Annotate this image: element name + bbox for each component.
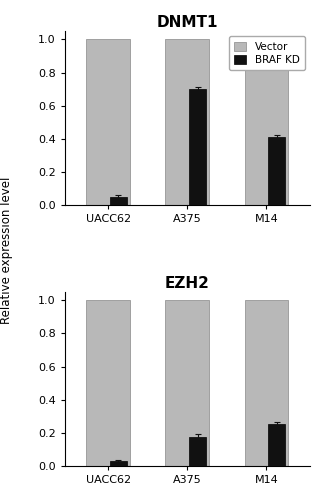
Bar — [189, 437, 206, 466]
Bar — [86, 40, 130, 205]
Legend: Vector, BRAF KD: Vector, BRAF KD — [229, 36, 305, 70]
Bar — [245, 300, 288, 466]
Bar — [110, 197, 127, 205]
Bar — [268, 137, 285, 205]
Bar — [86, 300, 130, 466]
Text: Relative expression level: Relative expression level — [0, 176, 13, 324]
Bar — [268, 424, 285, 466]
Title: DNMT1: DNMT1 — [157, 15, 218, 30]
Bar — [165, 300, 209, 466]
Bar — [165, 40, 209, 205]
Bar — [110, 461, 127, 466]
Title: EZH2: EZH2 — [165, 276, 210, 291]
Bar — [245, 40, 288, 205]
Bar — [189, 89, 206, 205]
